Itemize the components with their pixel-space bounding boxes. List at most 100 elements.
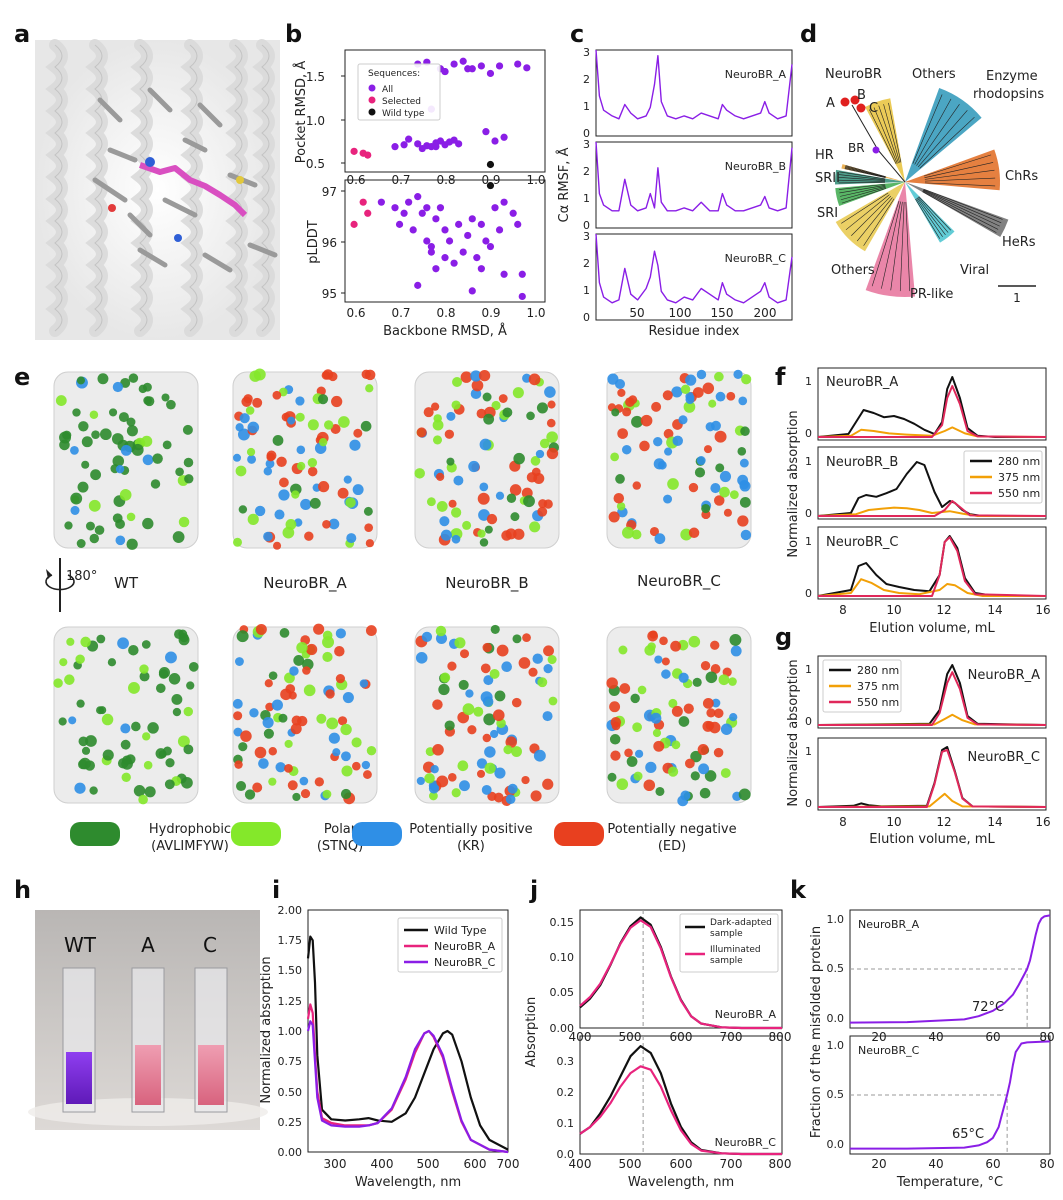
svg-text:375 nm: 375 nm (998, 471, 1040, 484)
residue-sphere (702, 382, 715, 395)
residue-sphere (423, 407, 434, 418)
b-xtick-top-1.0: 1.0 (526, 173, 545, 187)
residue-sphere (166, 399, 176, 410)
residue-sphere (289, 666, 299, 676)
residue-sphere (737, 447, 747, 456)
residue-sphere (609, 701, 621, 713)
residue-sphere (143, 396, 152, 405)
residue-sphere (252, 397, 263, 408)
residue-sphere (633, 771, 643, 781)
residue-sphere (614, 378, 625, 390)
residue-sphere (738, 788, 751, 801)
svg-text:20: 20 (871, 1157, 886, 1171)
residue-sphere (240, 730, 252, 742)
residue-sphere (172, 531, 185, 543)
point-all (473, 254, 481, 262)
b-xtick-top-0.7: 0.7 (391, 173, 410, 187)
residue-sphere (70, 505, 80, 515)
residue-sphere (440, 672, 451, 683)
svg-text:0.2: 0.2 (557, 1086, 575, 1099)
residue-sphere (610, 750, 621, 761)
d-label-hers: HeRs (1002, 235, 1036, 250)
residue-sphere (363, 506, 373, 516)
residue-sphere (334, 646, 345, 657)
clade-prlike-branch (899, 201, 905, 292)
svg-text:600: 600 (464, 1157, 487, 1171)
residue-sphere (543, 645, 554, 657)
residue-sphere (653, 740, 665, 752)
residue-sphere (255, 623, 267, 635)
residue-sphere (459, 780, 470, 792)
k-yticks: 0.0 0.5 1.0 0.0 0.5 1.0 (827, 913, 845, 1151)
residue-sphere (264, 679, 273, 688)
b-ytick-top-0.5: 0.5 (306, 157, 325, 171)
residue-sphere (523, 495, 535, 508)
point-all (495, 226, 504, 234)
residue-sphere (615, 474, 625, 484)
residue-sphere (115, 464, 125, 474)
residue-sphere (263, 728, 274, 739)
residue-sphere (692, 387, 704, 398)
residue-sphere (483, 675, 494, 686)
panel-letter-b: b (285, 20, 302, 48)
residue-sphere (322, 520, 331, 529)
b-ytick-bottom-95: 95 (322, 287, 337, 301)
point-all (455, 220, 463, 228)
residue-sphere (647, 642, 656, 651)
residue-sphere (664, 447, 673, 456)
clade-sri-branch (839, 185, 886, 194)
residue-sphere (122, 755, 132, 765)
f-title-c: NeuroBR_C (826, 535, 899, 550)
residue-sphere (322, 630, 333, 641)
clade-enzyme-branch (912, 94, 943, 164)
residue-sphere (453, 475, 464, 486)
residue-sphere (477, 529, 486, 538)
clade-enzyme-branch (916, 104, 960, 166)
point-all (495, 62, 504, 70)
residue-sphere (528, 667, 538, 677)
b-xtick-1.0: 1.0 (526, 306, 545, 320)
panel-g-lines (817, 664, 1047, 808)
c-ylabel: Cα RMSF, Å (556, 147, 572, 222)
clade-viral-branch (916, 198, 943, 237)
residue-sphere (177, 735, 190, 748)
residue-sphere (89, 533, 99, 544)
residue-sphere (238, 505, 248, 514)
residue-sphere (470, 370, 482, 382)
point-all (414, 281, 422, 289)
residue-sphere (542, 778, 554, 790)
residue-sphere (287, 780, 298, 791)
g-xticks: 8 10 12 14 16 (839, 815, 1050, 829)
panel-e-structures: WT NeuroBR_A NeuroBR_B NeuroBR_C 180° Hy… (45, 368, 752, 854)
residue-sphere (142, 732, 151, 741)
panel-k-melting: NeuroBR_A NeuroBR_C 72°C 65°C 0.0 0.5 1.… (809, 909, 1055, 1190)
residue-sphere (649, 526, 660, 537)
residue-sphere (429, 791, 438, 801)
sulfur-atom (236, 176, 244, 184)
clade-enzyme-branch (914, 98, 952, 165)
residue-sphere (78, 736, 89, 747)
panel-letters: a b c d e f g h i j k (14, 20, 817, 904)
d-label-rhodopsins: rhodopsins (973, 87, 1044, 102)
svg-text:10: 10 (886, 603, 901, 617)
residue-sphere (663, 494, 673, 504)
residue-sphere (462, 520, 472, 530)
b-ylabel-bottom: pLDDT (306, 220, 321, 264)
residue-stick-11 (127, 212, 153, 238)
residue-sphere (608, 511, 620, 523)
clade-chrs-branch (924, 169, 995, 180)
helix-edge-4 (234, 44, 243, 332)
residue-sphere (698, 763, 710, 775)
panel-a-pocket-structure (35, 39, 280, 340)
residue-sphere (59, 431, 72, 444)
residue-sphere (484, 746, 496, 758)
residue-sphere (318, 437, 328, 447)
residue-sphere (454, 637, 466, 649)
panel-k-lines (849, 914, 1051, 1154)
svg-text:sample: sample (710, 929, 743, 939)
residue-sphere (141, 435, 153, 447)
clade-others-left-branch (863, 198, 895, 246)
svg-text:550 nm: 550 nm (998, 487, 1040, 500)
residue-sphere (296, 445, 306, 455)
residue-sphere (640, 414, 653, 427)
